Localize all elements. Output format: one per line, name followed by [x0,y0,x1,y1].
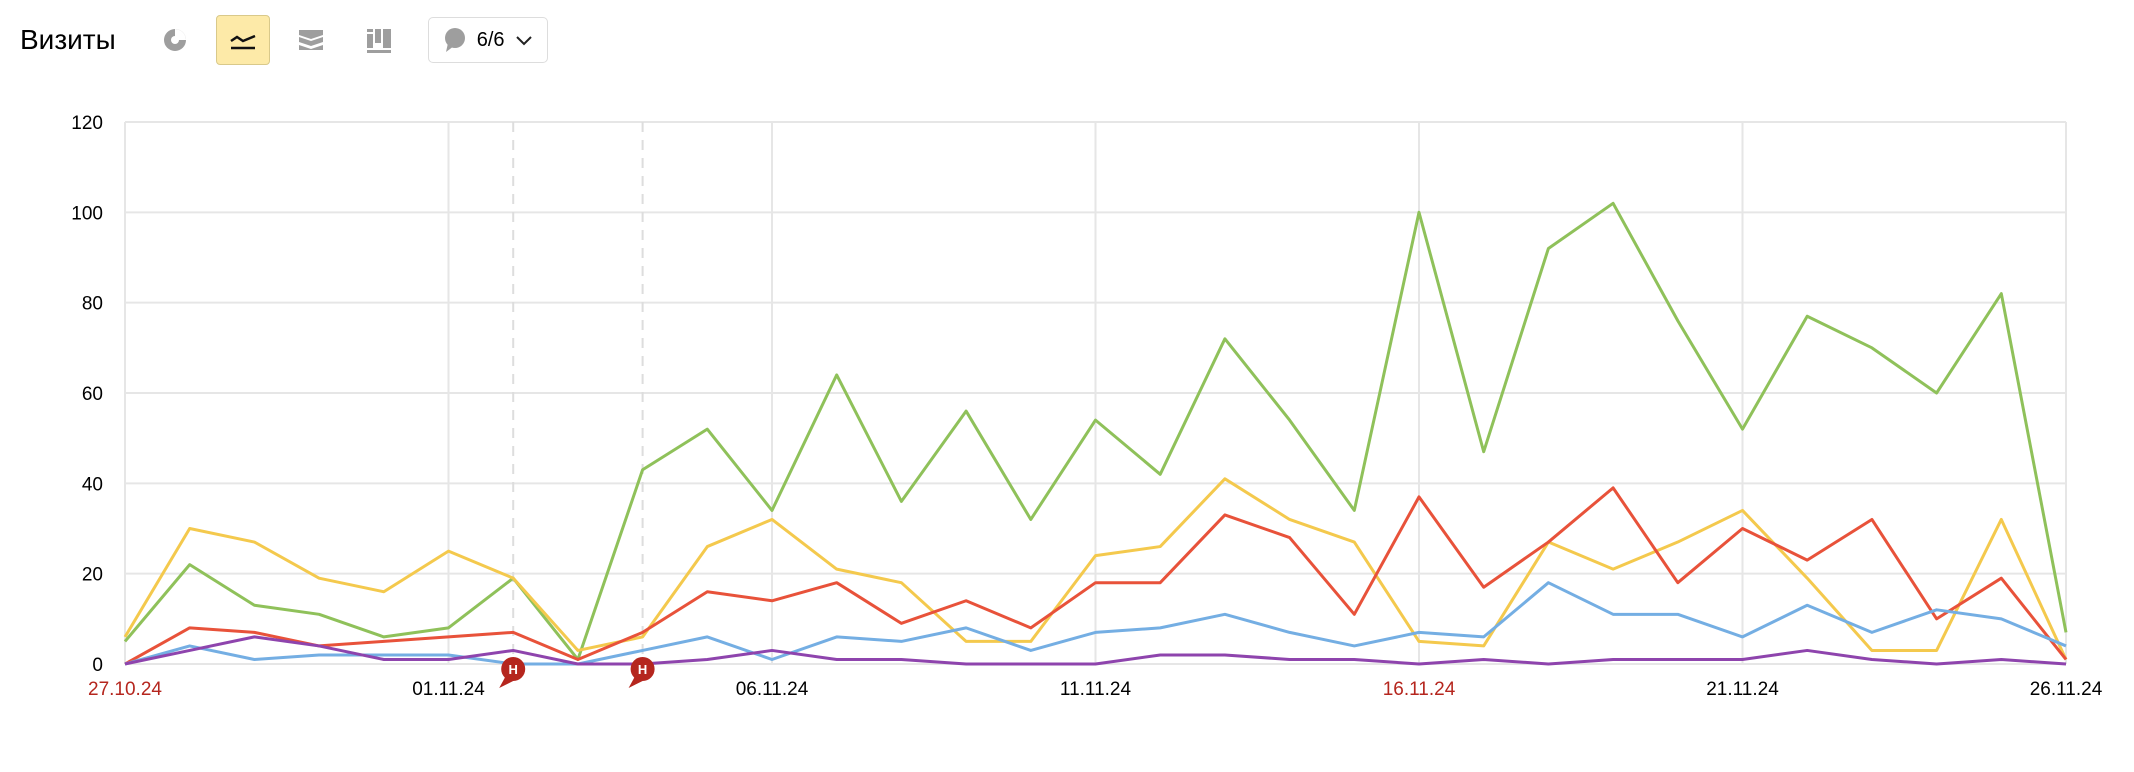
widget-title: Визиты [20,24,116,55]
y-tick-label: 60 [82,384,103,405]
chevron-down-icon [515,36,532,46]
pie-chart-icon [163,29,186,51]
x-tick-label: 27.10.24 [88,679,162,700]
y-tick-label: 20 [82,565,103,586]
area-chart-icon [298,30,323,50]
annotation-label: Н [638,662,647,677]
y-tick-label: 120 [71,113,103,134]
y-tick-label: 80 [82,294,103,315]
y-tick-label: 0 [92,655,103,676]
x-tick-label: 01.11.24 [412,679,485,700]
x-tick-label: 26.11.24 [2030,679,2103,700]
annotation-label: Н [509,662,518,677]
pie-chart-button[interactable] [148,15,202,65]
line-chart-icon [230,34,256,50]
x-tick-label: 11.11.24 [1060,679,1132,700]
annotation-marker[interactable] [630,657,655,681]
x-tick-label: 06.11.24 [736,679,809,700]
notes-count: 6/6 [476,28,505,51]
bar-chart-button[interactable] [352,15,406,65]
y-tick-label: 40 [82,474,103,495]
x-tick-label: 16.11.24 [1383,679,1456,700]
annotation-marker[interactable] [501,657,526,681]
area-chart-button[interactable] [284,15,338,65]
x-tick-label: 21.11.24 [1706,679,1779,700]
bar-chart-icon [366,29,391,53]
line-chart-button[interactable] [215,15,270,65]
toolbar: Визиты 6/6 [20,15,548,65]
notes-dropdown[interactable]: 6/6 [427,17,548,63]
comment-icon [444,28,465,52]
y-tick-label: 100 [71,203,103,224]
